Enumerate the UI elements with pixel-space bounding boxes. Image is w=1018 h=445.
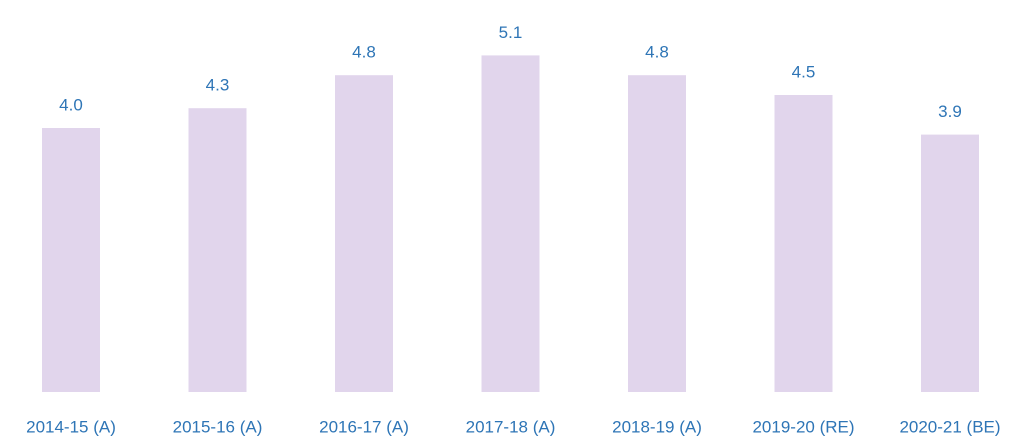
x-tick-label: 2017-18 (A) [466,417,556,436]
data-label: 4.8 [352,43,376,62]
data-label: 3.9 [938,102,962,121]
data-label: 4.0 [59,95,83,114]
data-label: 4.3 [206,76,230,95]
bar [628,75,686,392]
bar [335,75,393,392]
data-label: 5.1 [499,23,523,42]
x-tick-label: 2018-19 (A) [612,417,702,436]
bar [481,55,540,393]
bar [774,95,833,392]
x-tick-label: 2016-17 (A) [319,417,409,436]
x-tick-label: 2019-20 (RE) [752,417,854,436]
data-label: 4.8 [645,43,669,62]
x-tick-label: 2015-16 (A) [173,417,263,436]
data-label: 4.5 [792,62,816,81]
bar [921,134,979,392]
bar [42,128,100,392]
x-tick-label: 2014-15 (A) [26,417,116,436]
x-tick-label: 2020-21 (BE) [899,417,1000,436]
bar [188,108,247,392]
